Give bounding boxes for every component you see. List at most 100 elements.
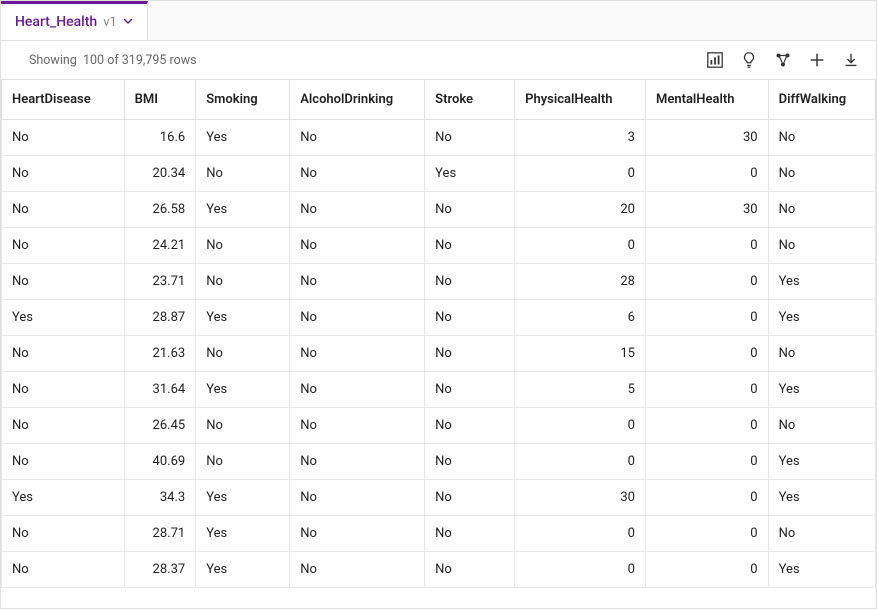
- column-header-HeartDisease[interactable]: HeartDisease: [2, 80, 125, 120]
- cell-Stroke: No: [425, 228, 515, 264]
- column-header-Stroke[interactable]: Stroke: [425, 80, 515, 120]
- cell-Stroke: No: [425, 120, 515, 156]
- cell-HeartDisease: Yes: [2, 300, 125, 336]
- cell-HeartDisease: No: [2, 156, 125, 192]
- header-row: HeartDiseaseBMISmokingAlcoholDrinkingStr…: [2, 80, 876, 120]
- table-scroll[interactable]: HeartDiseaseBMISmokingAlcoholDrinkingStr…: [1, 79, 876, 608]
- nodes-icon[interactable]: [774, 51, 792, 69]
- table-row[interactable]: No24.21NoNoNo00No: [2, 228, 876, 264]
- cell-DiffWalking: No: [768, 408, 875, 444]
- cell-BMI: 26.45: [124, 408, 196, 444]
- cell-DiffWalking: Yes: [768, 372, 875, 408]
- cell-PhysicalHealth: 5: [515, 372, 646, 408]
- column-header-Smoking[interactable]: Smoking: [196, 80, 290, 120]
- cell-MentalHealth: 0: [645, 372, 768, 408]
- table-row[interactable]: No21.63NoNoNo150No: [2, 336, 876, 372]
- data-panel: Heart_Health v1 Showing 100 of 319,795 r…: [0, 0, 877, 609]
- column-header-DiffWalking[interactable]: DiffWalking: [768, 80, 875, 120]
- cell-BMI: 20.34: [124, 156, 196, 192]
- cell-DiffWalking: Yes: [768, 444, 875, 480]
- table-row[interactable]: No31.64YesNoNo50Yes: [2, 372, 876, 408]
- cell-DiffWalking: No: [768, 516, 875, 552]
- table-row[interactable]: No28.71YesNoNo00No: [2, 516, 876, 552]
- cell-DiffWalking: Yes: [768, 264, 875, 300]
- column-header-BMI[interactable]: BMI: [124, 80, 196, 120]
- cell-DiffWalking: No: [768, 192, 875, 228]
- cell-Stroke: No: [425, 552, 515, 588]
- cell-BMI: 34.3: [124, 480, 196, 516]
- cell-PhysicalHealth: 0: [515, 552, 646, 588]
- table-row[interactable]: No26.58YesNoNo2030No: [2, 192, 876, 228]
- cell-MentalHealth: 30: [645, 120, 768, 156]
- column-header-PhysicalHealth[interactable]: PhysicalHealth: [515, 80, 646, 120]
- cell-Stroke: No: [425, 192, 515, 228]
- data-table: HeartDiseaseBMISmokingAlcoholDrinkingStr…: [1, 79, 876, 588]
- cell-Stroke: No: [425, 516, 515, 552]
- cell-BMI: 28.87: [124, 300, 196, 336]
- cell-MentalHealth: 30: [645, 192, 768, 228]
- cell-Smoking: No: [196, 336, 290, 372]
- dataset-tab[interactable]: Heart_Health v1: [1, 1, 148, 40]
- caret-down-icon[interactable]: [123, 14, 133, 30]
- cell-AlcoholDrinking: No: [290, 192, 425, 228]
- chart-icon[interactable]: [706, 51, 724, 69]
- cell-HeartDisease: No: [2, 264, 125, 300]
- download-icon[interactable]: [842, 51, 860, 69]
- cell-Smoking: No: [196, 264, 290, 300]
- cell-BMI: 28.71: [124, 516, 196, 552]
- cell-DiffWalking: Yes: [768, 480, 875, 516]
- cell-Smoking: Yes: [196, 192, 290, 228]
- cell-AlcoholDrinking: No: [290, 516, 425, 552]
- cell-HeartDisease: No: [2, 444, 125, 480]
- cell-MentalHealth: 0: [645, 156, 768, 192]
- cell-MentalHealth: 0: [645, 408, 768, 444]
- cell-AlcoholDrinking: No: [290, 372, 425, 408]
- table-head: HeartDiseaseBMISmokingAlcoholDrinkingStr…: [2, 80, 876, 120]
- table-row[interactable]: No16.6YesNoNo330No: [2, 120, 876, 156]
- cell-MentalHealth: 0: [645, 444, 768, 480]
- cell-HeartDisease: No: [2, 120, 125, 156]
- cell-HeartDisease: No: [2, 408, 125, 444]
- table-row[interactable]: No26.45NoNoNo00No: [2, 408, 876, 444]
- showing-of: of: [107, 53, 118, 68]
- cell-Smoking: Yes: [196, 516, 290, 552]
- cell-BMI: 21.63: [124, 336, 196, 372]
- cell-AlcoholDrinking: No: [290, 156, 425, 192]
- table-row[interactable]: Yes34.3YesNoNo300Yes: [2, 480, 876, 516]
- cell-AlcoholDrinking: No: [290, 480, 425, 516]
- table-row[interactable]: No23.71NoNoNo280Yes: [2, 264, 876, 300]
- cell-Smoking: Yes: [196, 300, 290, 336]
- cell-Smoking: No: [196, 228, 290, 264]
- cell-Smoking: No: [196, 408, 290, 444]
- cell-Smoking: No: [196, 444, 290, 480]
- cell-HeartDisease: No: [2, 372, 125, 408]
- table-row[interactable]: No20.34NoNoYes00No: [2, 156, 876, 192]
- table-row[interactable]: No28.37YesNoNo00Yes: [2, 552, 876, 588]
- table-row[interactable]: No40.69NoNoNo00Yes: [2, 444, 876, 480]
- column-header-AlcoholDrinking[interactable]: AlcoholDrinking: [290, 80, 425, 120]
- cell-PhysicalHealth: 28: [515, 264, 646, 300]
- column-header-MentalHealth[interactable]: MentalHealth: [645, 80, 768, 120]
- cell-PhysicalHealth: 0: [515, 444, 646, 480]
- toolbar-actions: [706, 51, 860, 69]
- cell-Stroke: Yes: [425, 156, 515, 192]
- table-body: No16.6YesNoNo330NoNo20.34NoNoYes00NoNo26…: [2, 120, 876, 588]
- cell-MentalHealth: 0: [645, 336, 768, 372]
- cell-Stroke: No: [425, 264, 515, 300]
- showing-count: 100: [83, 53, 104, 68]
- cell-BMI: 31.64: [124, 372, 196, 408]
- cell-HeartDisease: No: [2, 552, 125, 588]
- showing-prefix: Showing: [29, 53, 77, 68]
- cell-AlcoholDrinking: No: [290, 444, 425, 480]
- cell-AlcoholDrinking: No: [290, 300, 425, 336]
- plus-icon[interactable]: [808, 51, 826, 69]
- cell-DiffWalking: No: [768, 228, 875, 264]
- cell-BMI: 28.37: [124, 552, 196, 588]
- cell-BMI: 40.69: [124, 444, 196, 480]
- lightbulb-icon[interactable]: [740, 51, 758, 69]
- cell-Stroke: No: [425, 480, 515, 516]
- cell-PhysicalHealth: 15: [515, 336, 646, 372]
- cell-Stroke: No: [425, 408, 515, 444]
- table-row[interactable]: Yes28.87YesNoNo60Yes: [2, 300, 876, 336]
- cell-AlcoholDrinking: No: [290, 408, 425, 444]
